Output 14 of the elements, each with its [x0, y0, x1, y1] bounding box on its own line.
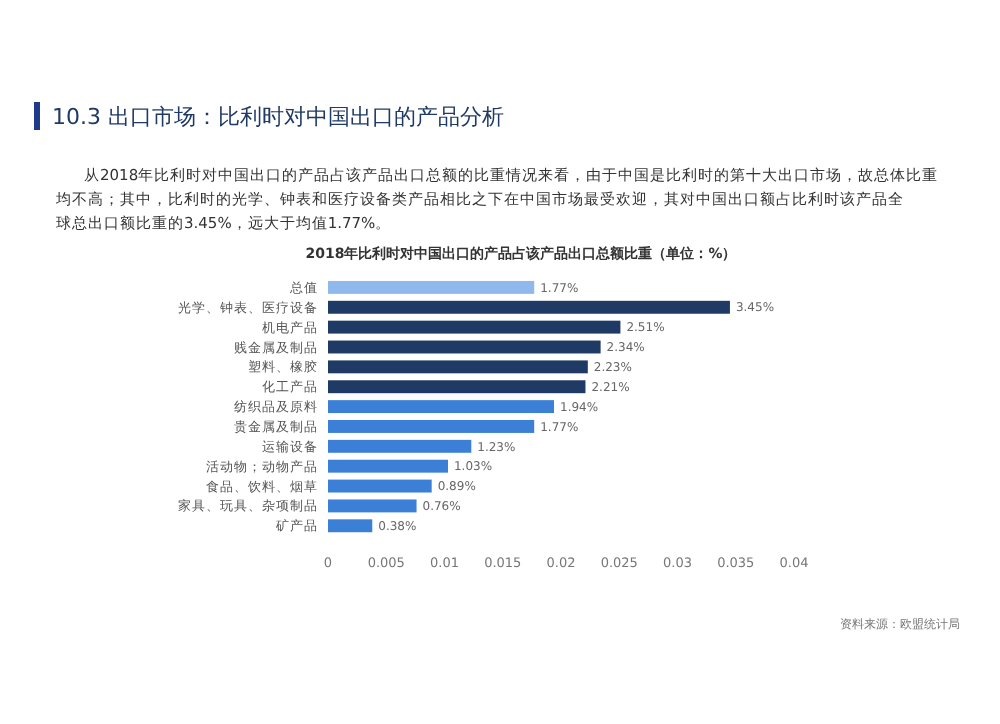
bar [328, 479, 432, 493]
bar [328, 420, 535, 433]
bar [328, 459, 448, 473]
bar [328, 400, 555, 414]
bar [328, 360, 588, 374]
bar [328, 439, 472, 453]
bar [328, 280, 535, 294]
bar [328, 519, 373, 533]
bar [328, 340, 601, 354]
bar [328, 499, 417, 513]
bar [328, 300, 730, 314]
bar [328, 380, 586, 394]
bar [328, 320, 621, 334]
chart-title: 10.3 出口市场：比利时对中国出口的产品分析 [52, 104, 504, 130]
